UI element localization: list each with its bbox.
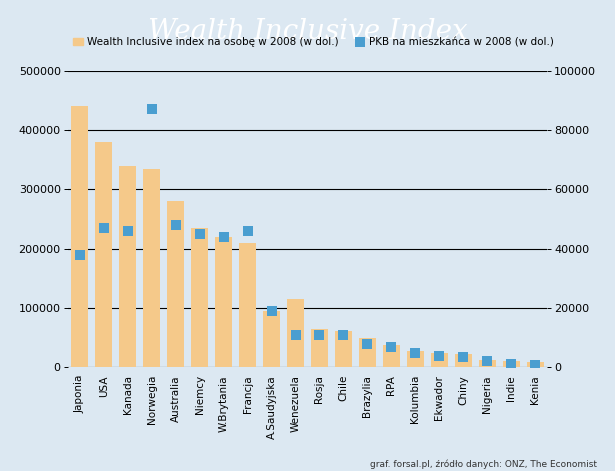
Bar (71, 106, 89, 367)
Bar (215, 237, 232, 367)
Legend: Wealth Inclusive index na osobę w 2008 (w dol.), PKB na mieszkańca w 2008 (w dol: Wealth Inclusive index na osobę w 2008 (… (73, 37, 554, 47)
Bar (311, 329, 328, 367)
Bar (526, 362, 544, 367)
Bar (143, 169, 161, 367)
Bar (407, 351, 424, 367)
Bar (383, 345, 400, 367)
Bar (502, 361, 520, 367)
Bar (191, 228, 208, 367)
Text: graf. forsal.pl, źródło danych: ONZ, The Economist: graf. forsal.pl, źródło danych: ONZ, The… (370, 459, 597, 469)
Bar (430, 352, 448, 367)
Bar (335, 331, 352, 367)
Text: Wealth Inclusive Index: Wealth Inclusive Index (148, 18, 467, 45)
Bar (478, 360, 496, 367)
Bar (359, 338, 376, 367)
Bar (454, 354, 472, 367)
Bar (119, 166, 137, 367)
Bar (287, 299, 304, 367)
Bar (263, 311, 280, 367)
Bar (95, 142, 113, 367)
Bar (239, 243, 256, 367)
Bar (167, 201, 184, 367)
